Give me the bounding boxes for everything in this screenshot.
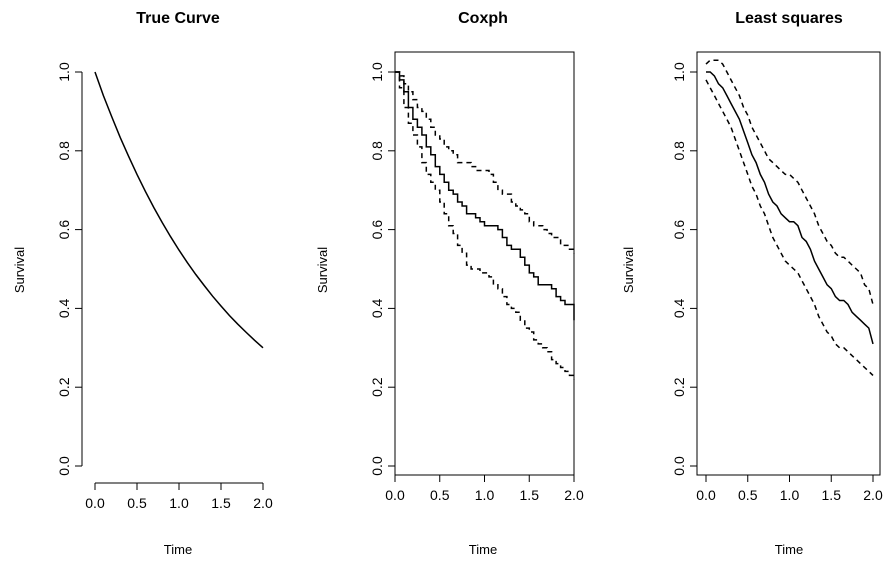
x-tick-label: 0.0 [696,487,716,503]
x-tick-label: 0.0 [385,487,405,503]
survival-curve-line [395,71,575,321]
panel-true-curve: True Curve Time Survival 0.0 0.5 1.0 1.5 2.0… [12,10,273,557]
x-tick-label: 1.5 [211,495,231,511]
panel-title: Least squares [735,10,843,27]
x-tick-label: 0.5 [738,487,758,503]
y-tick-label: 0.8 [56,141,72,161]
survival-curve-line [94,71,264,349]
x-tick-label: 1.0 [475,487,495,503]
survival-curve-line [706,71,874,345]
confidence-band-line [395,71,575,254]
y-axis-label: Survival [12,247,27,293]
x-tick-label: 1.0 [169,495,189,511]
plot-area: 0.0 0.5 1.0 1.5 2.0 0.0 0.2 0.4 0.6 0.8 1.0 [369,51,584,503]
y-axis-label: Survival [315,247,330,293]
x-tick-label: 1.0 [780,487,800,503]
confidence-band-line [705,79,874,376]
x-tick-label: 1.5 [822,487,842,503]
y-tick-label: 0.6 [56,220,72,240]
y-tick-label: 0.8 [369,141,385,161]
y-tick-label: 0.0 [369,456,385,476]
x-tick-label: 0.5 [127,495,147,511]
y-tick-label: 0.6 [671,220,687,240]
confidence-band-line [705,59,874,305]
y-tick-label: 0.4 [369,298,385,318]
y-tick-label: 0.0 [56,456,72,476]
y-tick-label: 0.4 [671,298,687,318]
y-tick-label: 0.6 [369,220,385,240]
y-tick-label: 0.2 [56,377,72,397]
x-axis-label: Time [164,542,192,557]
x-tick-label: 2.0 [863,487,883,503]
y-tick-label: 0.4 [56,298,72,318]
x-axis-label: Time [775,542,803,557]
panel-coxph: Coxph Time Survival 0.0 0.5 1.0 1.5 2.00.00.… [315,10,584,557]
plot-frame [696,51,881,476]
x-tick-label: 2.0 [564,487,584,503]
x-tick-label: 0.5 [430,487,450,503]
y-axis-label: Survival [621,247,636,293]
confidence-band-line [395,71,575,380]
y-tick-label: 0.2 [369,377,385,397]
x-tick-label: 1.5 [520,487,540,503]
y-tick-label: 1.0 [671,62,687,82]
plot-frame [394,51,575,476]
x-tick-label: 2.0 [253,495,273,511]
x-tick-label: 0.0 [85,495,105,511]
plot-area: 0.0 0.5 1.0 1.5 2.0 0.0 0.2 0.4 0.6 0.8 1.0 [56,62,273,511]
y-tick-label: 0.8 [671,141,687,161]
y-tick-label: 1.0 [56,62,72,82]
y-tick-label: 0.0 [671,456,687,476]
x-axis-label: Time [469,542,497,557]
plot-area: 0.0 0.5 1.0 1.5 2.0 0.0 0.2 0.4 0.6 0.8 1.0 [671,51,883,503]
panel-title: Coxph [458,10,508,27]
y-tick-label: 1.0 [369,62,385,82]
panel-least-squares: Least squares Time Survival 0.0 0.5 1.0 1.5… [621,10,883,557]
panel-title: True Curve [136,10,220,27]
y-tick-label: 0.2 [671,377,687,397]
